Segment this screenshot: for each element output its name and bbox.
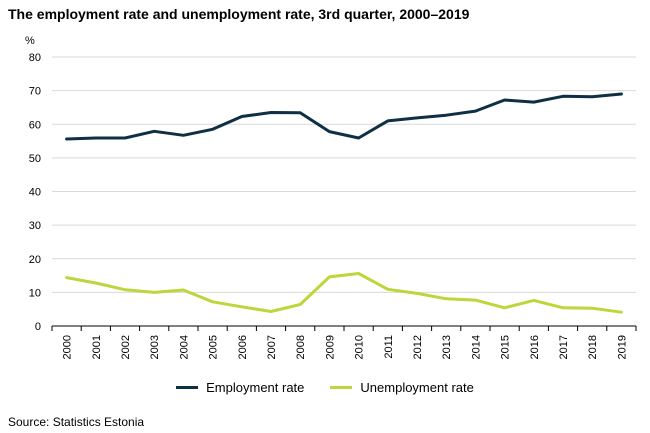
x-tick-label: 2008 — [295, 335, 307, 359]
x-tick-label: 2012 — [412, 335, 424, 359]
data-point-unemployment — [153, 291, 156, 294]
data-point-employment — [591, 95, 594, 98]
x-tick-label: 2013 — [441, 335, 453, 359]
y-tick-label: 60 — [29, 119, 41, 131]
data-point-employment — [153, 130, 156, 133]
data-point-unemployment — [620, 311, 623, 314]
data-point-employment — [532, 100, 535, 104]
y-tick-label: 0 — [35, 321, 41, 333]
data-point-unemployment — [182, 288, 185, 292]
data-point-unemployment — [445, 297, 448, 300]
data-point-unemployment — [415, 292, 419, 295]
x-tick-label: 2010 — [354, 335, 366, 359]
data-point-unemployment — [328, 275, 331, 279]
y-axis-unit-label: % — [25, 35, 35, 47]
x-tick-label: 2011 — [383, 335, 395, 359]
y-tick-label: 80 — [29, 52, 41, 64]
legend-item-employment: Employment rate — [176, 380, 304, 395]
x-tick-label: 2016 — [529, 335, 541, 359]
legend-label-employment: Employment rate — [206, 380, 305, 395]
legend-label-unemployment: Unemployment rate — [360, 380, 474, 395]
data-point-employment — [561, 95, 565, 98]
data-point-employment — [211, 128, 214, 131]
y-tick-label: 30 — [29, 220, 41, 232]
x-tick-label: 2009 — [324, 335, 336, 359]
x-tick-label: 2003 — [149, 335, 161, 359]
data-point-employment — [182, 134, 185, 137]
x-tick-label: 2006 — [237, 335, 249, 359]
data-point-employment — [357, 136, 360, 140]
data-point-unemployment — [94, 281, 98, 285]
y-axis-ticks: 0 10 20 30 40 50 60 70 80 — [29, 52, 41, 333]
y-tick-label: 70 — [29, 86, 41, 98]
series-line-unemployment — [65, 272, 623, 314]
data-point-unemployment — [269, 310, 273, 313]
x-tick-label: 2004 — [178, 335, 190, 359]
data-point-employment — [65, 137, 68, 141]
chart-title: The employment rate and unemployment rat… — [8, 6, 470, 22]
series-line-employment — [65, 92, 623, 141]
x-axis: 2000 2001 2002 2003 2004 2005 2006 2007 2008 2009… — [51, 325, 637, 359]
data-point-employment — [240, 115, 243, 118]
y-tick-label: 40 — [29, 187, 41, 199]
data-point-employment — [94, 136, 98, 140]
x-tick-label: 2015 — [500, 335, 512, 359]
data-point-unemployment — [474, 298, 477, 302]
x-tick-label: 2017 — [558, 335, 570, 359]
x-tick-label: 2014 — [470, 335, 482, 359]
data-point-employment — [620, 92, 623, 96]
x-tick-label: 2000 — [62, 335, 74, 359]
legend: Employment rate Unemployment rate — [0, 380, 650, 395]
source-note: Source: Statistics Estonia — [8, 415, 145, 429]
y-tick-label: 20 — [29, 254, 41, 266]
data-point-unemployment — [503, 306, 506, 310]
data-point-employment — [299, 111, 302, 115]
data-point-unemployment — [561, 306, 565, 310]
data-point-employment — [474, 109, 477, 113]
y-tick-label: 10 — [29, 287, 41, 299]
data-point-employment — [386, 119, 389, 123]
x-tick-label: 2018 — [587, 335, 599, 359]
series-lines — [65, 92, 623, 314]
data-point-unemployment — [532, 299, 535, 302]
legend-swatch-employment — [176, 386, 199, 389]
gridlines — [52, 56, 636, 293]
data-point-unemployment — [65, 276, 68, 279]
data-point-employment — [269, 111, 273, 114]
data-point-unemployment — [211, 300, 214, 303]
x-tick-label: 2007 — [266, 335, 278, 359]
x-tick-label: 2005 — [208, 335, 220, 359]
legend-swatch-unemployment — [330, 386, 353, 389]
data-point-unemployment — [357, 272, 360, 275]
data-point-employment — [445, 113, 448, 117]
data-point-unemployment — [123, 288, 127, 291]
legend-item-unemployment: Unemployment rate — [330, 380, 474, 395]
x-tick-label: 2001 — [91, 335, 103, 359]
y-tick-label: 50 — [29, 153, 41, 165]
x-tick-label: 2002 — [120, 335, 132, 359]
data-point-unemployment — [386, 288, 389, 291]
data-point-employment — [415, 116, 419, 120]
x-tick-label: 2019 — [616, 335, 628, 359]
data-point-employment — [328, 130, 331, 133]
data-point-unemployment — [591, 306, 594, 310]
data-point-employment — [503, 98, 506, 102]
data-point-employment — [123, 136, 127, 140]
data-point-unemployment — [240, 305, 243, 309]
data-point-unemployment — [299, 303, 302, 306]
